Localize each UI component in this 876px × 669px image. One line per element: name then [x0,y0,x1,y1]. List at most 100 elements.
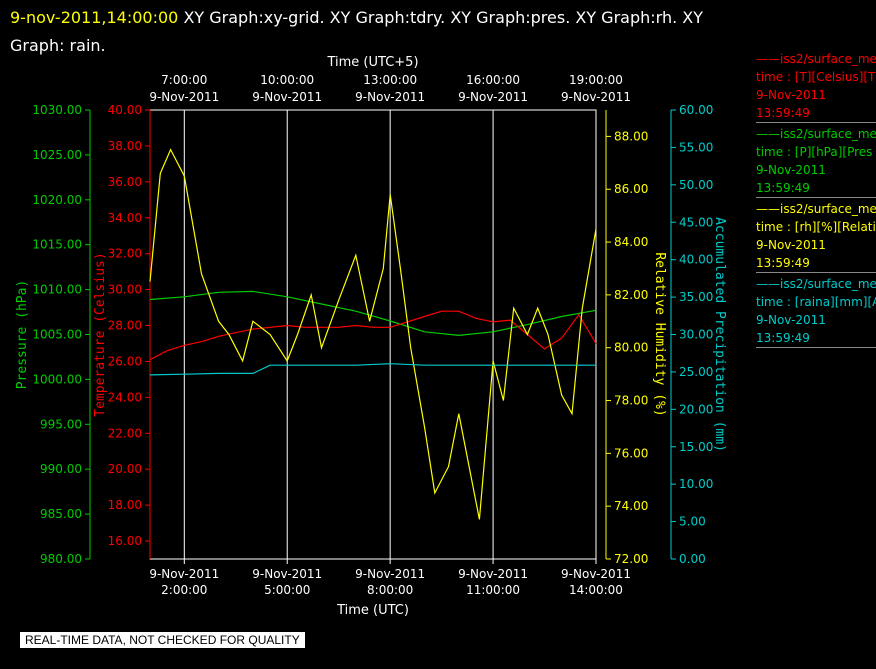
legend-item-name: ——iss2/surface_me [756,277,876,291]
temperature-tick-label: 36.00 [108,175,142,189]
pressure-tick-label: 995.00 [40,417,82,431]
precip-tick-label: 15.00 [679,440,713,454]
x-axis-label: Time (UTC) [336,603,409,618]
temperature-tick-label: 20.00 [108,462,142,476]
legend-item-line2: time : [T][Celsius][T [756,70,876,84]
top-tick-label: 9-Nov-2011 [561,90,631,104]
graph-title: 9-nov-2011,14:00:00 XY Graph:xy-grid. XY… [10,4,750,60]
precip-tick-label: 35.00 [679,290,713,304]
temperature-tick-label: 40.00 [108,103,142,117]
pressure-tick-label: 985.00 [40,507,82,521]
temperature-tick-label: 34.00 [108,211,142,225]
legend: ——iss2/surface_me time : [T][Celsius][T 9-… [756,50,876,350]
pressure-tick-label: 1025.00 [32,148,82,162]
top-tick-label: 9-Nov-2011 [149,90,219,104]
temperature-tick-label: 18.00 [108,498,142,512]
rh-tick-label: 82.00 [614,288,648,302]
x-tick-label: 9-Nov-2011 [458,567,528,581]
precip-tick-label: 5.00 [679,515,706,529]
x-tick-label: 8:00:00 [367,583,413,597]
temperature-tick-label: 32.00 [108,247,142,261]
top-tick-label: 9-Nov-2011 [252,90,322,104]
rh-tick-label: 88.00 [614,129,648,143]
rh-tick-label: 74.00 [614,499,648,513]
legend-item-line2: time : [raina][mm][A [756,295,876,309]
series-line-rh [149,148,597,520]
precip-tick-label: 0.00 [679,552,706,566]
rh-tick-label: 76.00 [614,446,648,460]
series-line-temperature [149,310,597,361]
temperature-tick-label: 28.00 [108,319,142,333]
precip-tick-label: 25.00 [679,365,713,379]
plot-frame [149,109,597,560]
legend-item-time: 13:59:49 [756,106,810,120]
legend-item-date: 9-Nov-2011 [756,238,826,252]
top-tick-label: 13:00:00 [363,73,417,87]
legend-item-name: ——iss2/surface_me [756,52,876,66]
pressure-tick-label: 1010.00 [32,283,82,297]
rh-tick-label: 86.00 [614,182,648,196]
top-tick-label: 9-Nov-2011 [458,90,528,104]
x-tick-label: 9-Nov-2011 [252,567,322,581]
temperature-tick-label: 30.00 [108,283,142,297]
rh-tick-label: 80.00 [614,341,648,355]
legend-item-date: 9-Nov-2011 [756,163,826,177]
legend-item: ——iss2/surface_me time : [P][hPa][Pres 9-N… [756,125,876,198]
temperature-tick-label: 26.00 [108,354,142,368]
rh-tick-label: 84.00 [614,235,648,249]
top-tick-label: 16:00:00 [466,73,520,87]
pressure-tick-label: 1000.00 [32,372,82,386]
rh-axis-label: Relative Humidity (%) [652,252,667,416]
pressure-tick-label: 1015.00 [32,238,82,252]
pressure-tick-label: 1005.00 [32,328,82,342]
temperature-axis-label: Temperature (Celsius) [93,252,108,416]
series-line-precip [149,363,596,376]
qc-notice: REAL-TIME DATA, NOT CHECKED FOR QUALITY [20,632,305,648]
series-line-pressure [149,290,597,337]
x-tick-label: 2:00:00 [161,583,207,597]
legend-item-time: 13:59:49 [756,331,810,345]
temperature-tick-label: 38.00 [108,139,142,153]
x-tick-label: 14:00:00 [569,583,623,597]
precip-tick-label: 10.00 [679,477,713,491]
legend-item-time: 13:59:49 [756,256,810,270]
legend-item-time: 13:59:49 [756,181,810,195]
legend-item-date: 9-Nov-2011 [756,88,826,102]
x-tick-label: 9-Nov-2011 [561,567,631,581]
precip-tick-label: 45.00 [679,215,713,229]
legend-item-date: 9-Nov-2011 [756,313,826,327]
temperature-tick-label: 24.00 [108,390,142,404]
top-tick-label: 9-Nov-2011 [355,90,425,104]
pressure-tick-label: 1020.00 [32,193,82,207]
precip-tick-label: 30.00 [679,328,713,342]
x-tick-label: 9-Nov-2011 [355,567,425,581]
precip-tick-label: 55.00 [679,140,713,154]
timestamp: 9-nov-2011,14:00:00 [10,8,179,27]
temperature-tick-label: 22.00 [108,426,142,440]
pressure-tick-label: 1030.00 [32,103,82,117]
precip-tick-label: 40.00 [679,253,713,267]
precip-tick-label: 60.00 [679,103,713,117]
pressure-tick-label: 980.00 [40,552,82,566]
top-tick-label: 7:00:00 [161,73,207,87]
legend-item-name: ——iss2/surface_me [756,202,876,216]
x-tick-label: 11:00:00 [466,583,520,597]
precip-tick-label: 50.00 [679,178,713,192]
pressure-tick-label: 990.00 [40,462,82,476]
x-tick-label: 9-Nov-2011 [149,567,219,581]
x-tick-label: 5:00:00 [264,583,310,597]
x-axis-label-top: Time (UTC+5) [326,55,418,70]
pressure-axis-label: Pressure (hPa) [15,280,30,390]
temperature-tick-label: 16.00 [108,534,142,548]
legend-item-name: ——iss2/surface_me [756,127,876,141]
top-tick-label: 10:00:00 [260,73,314,87]
legend-item-line2: time : [rh][%][Relati [756,220,876,234]
precip-tick-label: 20.00 [679,402,713,416]
rh-tick-label: 72.00 [614,552,648,566]
rh-tick-label: 78.00 [614,394,648,408]
title-text: XY Graph:xy-grid. XY Graph:tdry. XY Grap… [10,8,703,55]
